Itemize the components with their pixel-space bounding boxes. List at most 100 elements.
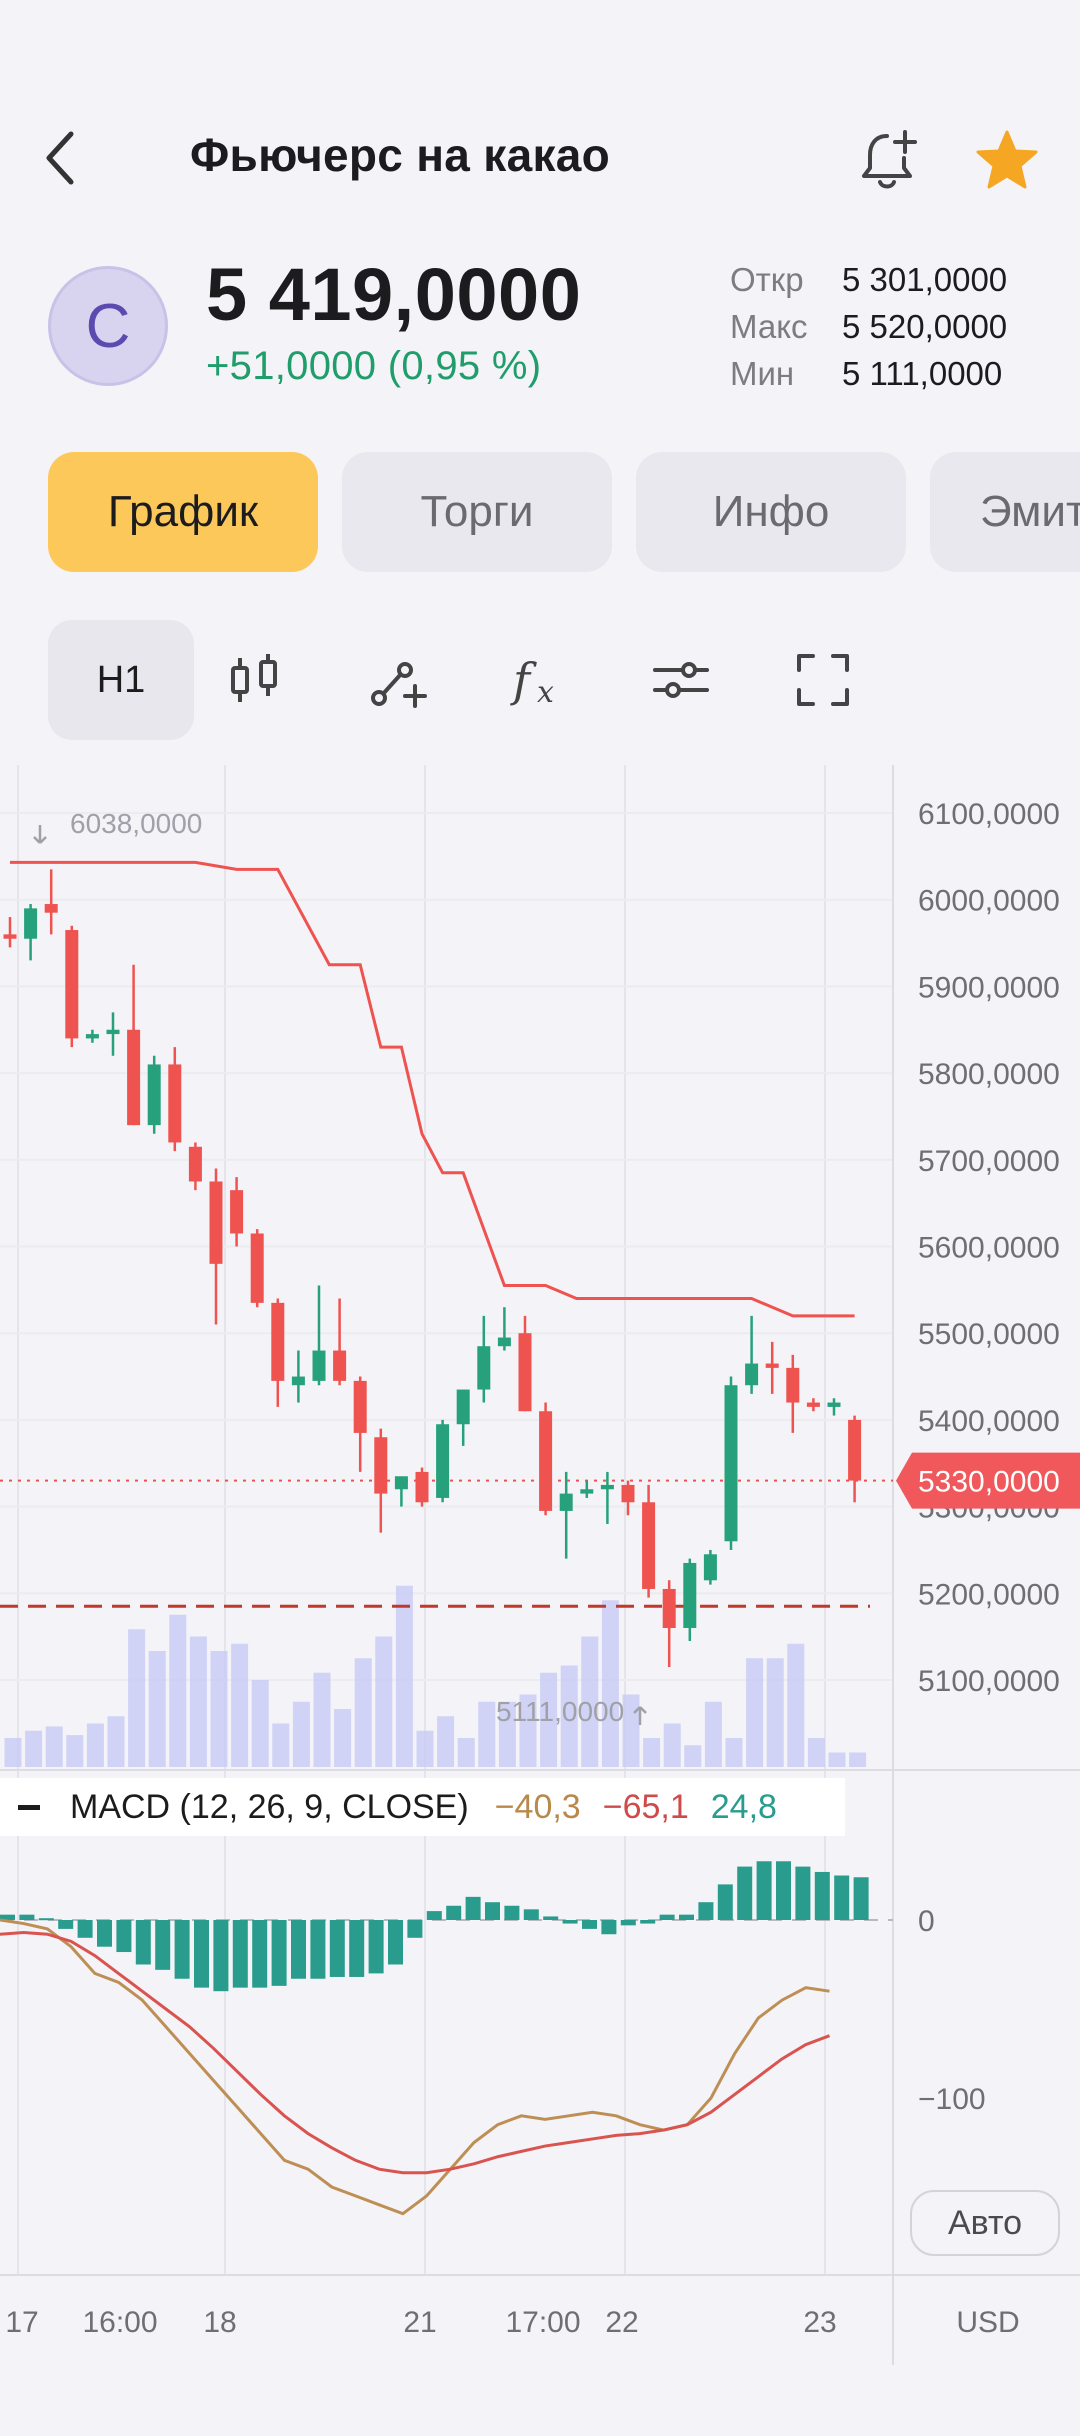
draw-line-icon [371, 662, 427, 708]
chart-canvas[interactable]: 6038,0000 5111,0000 6100,0000 6000,0000 5900… [0, 765, 1080, 2385]
volume-bar [663, 1723, 681, 1767]
indicators-button[interactable]: f x [466, 620, 612, 740]
fullscreen-icon [797, 654, 849, 706]
volume-bar [210, 1651, 228, 1767]
macd-histogram-bar [252, 1920, 268, 1988]
macd-histogram-bar [717, 1884, 733, 1920]
time-axis-label: 18 [203, 2306, 236, 2339]
tab-bar: График Торги Инфо Эмитент [48, 452, 1080, 572]
volume-bar [746, 1658, 764, 1767]
macd-signal-line [0, 1930, 831, 2175]
price-axis-label: 5100,0000 [918, 1665, 1060, 1698]
macd-histogram-bar [232, 1920, 248, 1988]
stat-label: Мин [730, 354, 795, 392]
volume-bar [25, 1730, 43, 1767]
candle-body [415, 1471, 429, 1503]
candle-body [65, 930, 79, 1039]
tab-trades[interactable]: Торги [342, 452, 612, 572]
candle-body [786, 1367, 800, 1403]
time-axis-label: 17 [5, 2306, 38, 2339]
candle-body [724, 1385, 738, 1542]
macd-histogram-bar [0, 1914, 15, 1920]
macd-histogram-bar [853, 1877, 869, 1920]
macd-histogram-bar [135, 1920, 151, 1965]
candle-body [374, 1437, 388, 1494]
volume-bar [272, 1723, 290, 1767]
tab-label: Инфо [712, 487, 830, 536]
interval-button[interactable]: H1 [48, 620, 194, 740]
macd-histogram-bar [465, 1896, 481, 1920]
candle-body [147, 1064, 161, 1126]
volume-bar [704, 1701, 722, 1767]
volume-bar [766, 1658, 784, 1767]
volume-bar [849, 1752, 867, 1767]
candle-body [827, 1402, 841, 1407]
macd-histogram-bar [814, 1871, 830, 1920]
tab-info[interactable]: Инфо [636, 452, 906, 572]
chart-type-button[interactable] [182, 620, 328, 740]
tab-label: График [107, 487, 259, 536]
macd-histogram-bar [562, 1920, 578, 1924]
price-chart[interactable]: 6038,0000 5111,0000 6100,0000 6000,0000 5900… [0, 765, 1080, 2385]
volume-bar [354, 1658, 372, 1767]
macd-histogram-bar [97, 1920, 112, 1947]
candle-body [353, 1380, 367, 1433]
chart-settings-button[interactable] [608, 620, 754, 740]
candle-body [580, 1489, 594, 1494]
volume-bar [395, 1585, 413, 1767]
volume-bar [66, 1735, 84, 1767]
price-change: +51,0000 (0,95 %) [206, 344, 542, 388]
price-axis-label: 5200,0000 [918, 1578, 1060, 1611]
settings-sliders-icon [653, 662, 709, 698]
macd-histogram-value: 24,8 [710, 1787, 777, 1826]
volume-bar [45, 1726, 63, 1767]
candle-body [394, 1476, 408, 1490]
volume-bar [457, 1738, 475, 1767]
candle-body [188, 1146, 202, 1182]
candle-body [168, 1064, 182, 1143]
alert-button[interactable] [855, 120, 925, 200]
volume-bar [189, 1636, 207, 1767]
price-axis-label: 5500,0000 [918, 1318, 1060, 1351]
fullscreen-button[interactable] [750, 620, 896, 740]
stat-value: 5 520,0000 [842, 307, 1008, 345]
macd-legend-marker [18, 1804, 40, 1810]
tab-chart[interactable]: График [48, 452, 318, 572]
header: Фьючерс на какао [0, 0, 1080, 240]
high-annotation: 6038,0000 [70, 808, 202, 839]
macd-histogram-bar [543, 1916, 559, 1920]
macd-histogram-bar [426, 1911, 442, 1920]
time-axis-label: 17:00 [505, 2306, 580, 2339]
macd-legend[interactable]: MACD (12, 26, 9, CLOSE) −40,3 −65,1 24,8 [0, 1778, 845, 1836]
candle-body [271, 1302, 285, 1381]
volume-bar [540, 1672, 558, 1767]
candle-body [230, 1190, 244, 1234]
candle-body [250, 1233, 264, 1303]
favorite-button[interactable] [970, 120, 1044, 200]
volume-bar [725, 1738, 743, 1767]
candle-body [662, 1588, 676, 1628]
macd-signal-value: −65,1 [602, 1787, 689, 1826]
auto-scale-button[interactable]: Авто [910, 2190, 1060, 2256]
back-button[interactable] [30, 118, 90, 198]
macd-histogram-bar [504, 1905, 520, 1920]
time-axis-label: 22 [605, 2306, 638, 2339]
svg-text:f: f [510, 653, 537, 707]
stat-label: Откр [730, 260, 804, 298]
macd-name: MACD (12, 26, 9, CLOSE) [70, 1787, 469, 1826]
chevron-left-icon [46, 131, 74, 185]
macd-histogram-bar [776, 1861, 791, 1920]
macd-histogram-bar [795, 1866, 811, 1920]
tab-issuer[interactable]: Эмитент [930, 452, 1080, 572]
candle-body [683, 1562, 697, 1628]
candle-body [477, 1346, 491, 1390]
current-price: 5 419,0000 [206, 253, 582, 336]
page-title: Фьючерс на какао [190, 129, 611, 181]
macd-histogram-bar [329, 1920, 345, 1977]
price-axis-label: 6000,0000 [918, 885, 1060, 918]
volume-bar [86, 1723, 104, 1767]
drawing-tools-button[interactable] [324, 620, 470, 740]
upper-band-line [10, 860, 855, 1318]
macd-histogram-bar [155, 1920, 171, 1970]
volume-bar [498, 1701, 516, 1767]
